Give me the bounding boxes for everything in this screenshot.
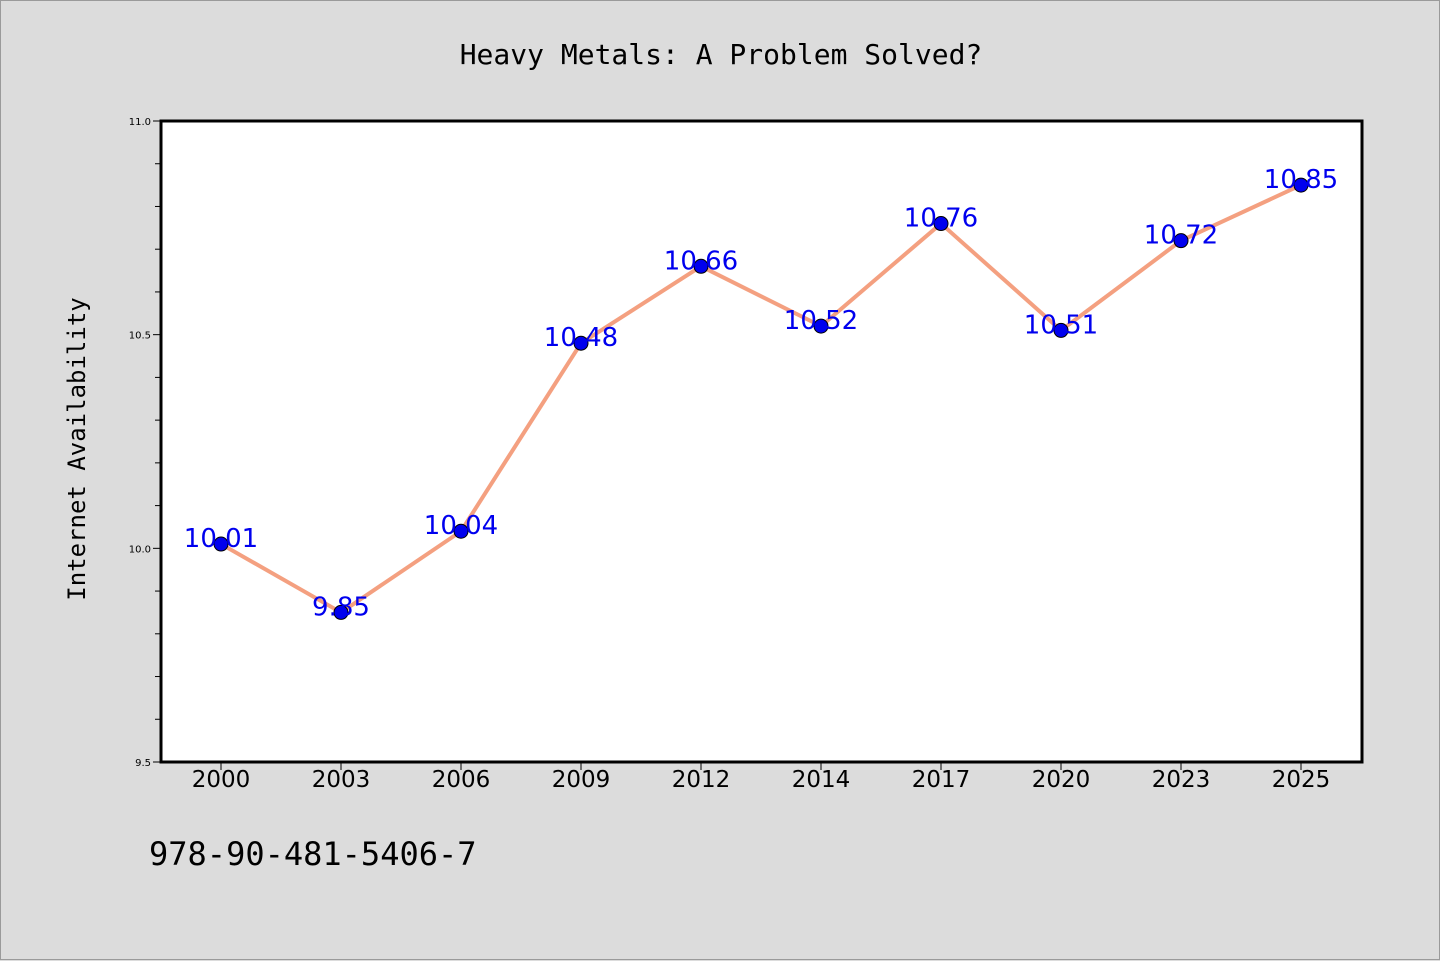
data-label: 10.66 bbox=[664, 246, 738, 276]
data-point bbox=[213, 536, 229, 552]
data-label: 10.72 bbox=[1144, 221, 1218, 251]
plot-area bbox=[159, 119, 1364, 764]
y-tick-label: 9.5 bbox=[135, 758, 151, 769]
data-labels: 10.01 9.85 10.04 10.48 10.66 10.52 10.76 10.51 1… bbox=[184, 165, 1338, 622]
data-label: 10.85 bbox=[1264, 165, 1338, 195]
data-point bbox=[1173, 233, 1189, 249]
x-tick-label: 2012 bbox=[672, 767, 731, 793]
data-point bbox=[333, 604, 349, 620]
y-tick-label: 11.0 bbox=[129, 117, 151, 128]
data-label: 10.52 bbox=[784, 306, 858, 336]
data-point bbox=[573, 335, 589, 351]
series-line bbox=[220, 183, 1302, 615]
data-point bbox=[1293, 177, 1309, 193]
series-group bbox=[213, 177, 1309, 620]
data-label: 10.48 bbox=[544, 323, 618, 353]
data-point bbox=[933, 216, 949, 232]
x-tick-label: 2020 bbox=[1032, 767, 1091, 793]
data-point bbox=[813, 318, 829, 334]
chart-title: Heavy Metals: A Problem Solved? bbox=[460, 38, 983, 71]
data-point bbox=[693, 258, 709, 274]
data-label: 10.04 bbox=[424, 511, 498, 541]
y-tick-label: 10.0 bbox=[129, 544, 151, 555]
data-label: 9.85 bbox=[312, 592, 370, 622]
x-tick-label: 2000 bbox=[192, 767, 251, 793]
x-tick-label: 2009 bbox=[552, 767, 611, 793]
data-label: 10.01 bbox=[184, 524, 258, 554]
data-point bbox=[453, 523, 469, 539]
x-tick-label: 2014 bbox=[792, 767, 851, 793]
x-tick-label: 2017 bbox=[912, 767, 971, 793]
data-point bbox=[1053, 322, 1069, 338]
isbn-text: 978-90-481-5406-7 bbox=[149, 835, 477, 873]
x-axis: 2000 2003 2006 2009 2012 2014 2017 2020 2023 2025 bbox=[192, 762, 1331, 793]
y-tick-label: 10.5 bbox=[129, 331, 151, 342]
x-tick-label: 2023 bbox=[1152, 767, 1211, 793]
data-label: 10.76 bbox=[904, 204, 978, 234]
x-tick-label: 2025 bbox=[1272, 767, 1331, 793]
y-axis-label: Internet Availability bbox=[63, 297, 91, 600]
x-tick-label: 2003 bbox=[312, 767, 371, 793]
y-axis: 9.5 10.0 10.5 11.0 bbox=[129, 117, 161, 769]
x-tick-label: 2006 bbox=[432, 767, 491, 793]
data-label: 10.51 bbox=[1024, 310, 1098, 340]
